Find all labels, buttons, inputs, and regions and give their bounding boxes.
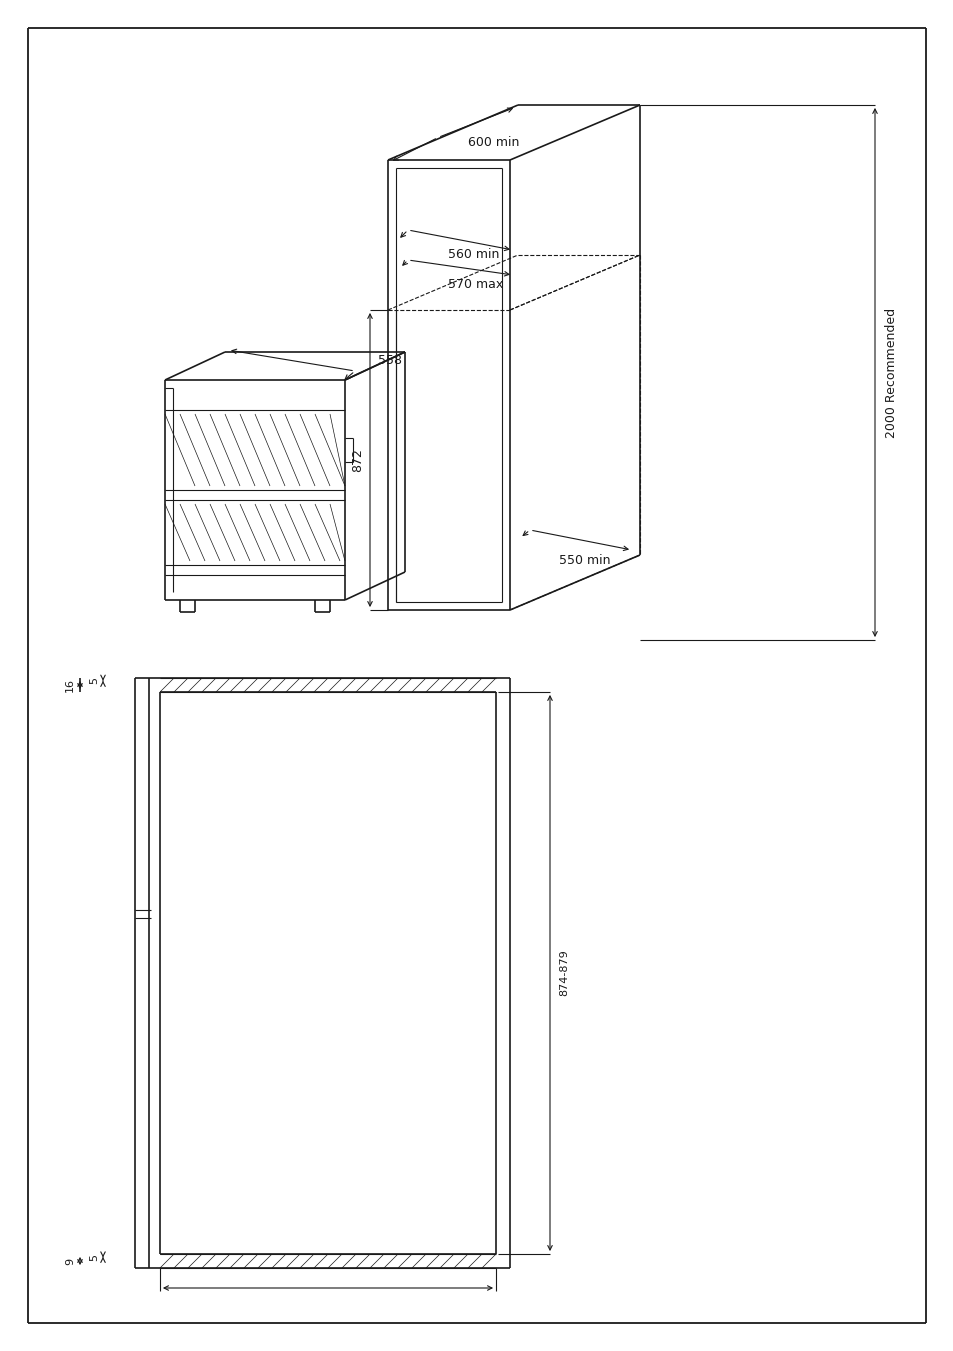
Text: 16: 16 [65, 678, 75, 692]
Text: 2000 Recommended: 2000 Recommended [884, 308, 897, 438]
Text: 558: 558 [377, 354, 401, 367]
Text: 9: 9 [65, 1258, 75, 1265]
Text: 560 min: 560 min [448, 249, 498, 262]
Text: 874-879: 874-879 [558, 950, 568, 997]
Text: 600 min: 600 min [468, 136, 518, 149]
Text: 570 max: 570 max [448, 278, 503, 292]
Text: 872: 872 [351, 449, 364, 471]
Text: 5: 5 [89, 677, 99, 685]
Text: 5: 5 [89, 1254, 99, 1260]
Text: 550 min: 550 min [558, 554, 610, 566]
